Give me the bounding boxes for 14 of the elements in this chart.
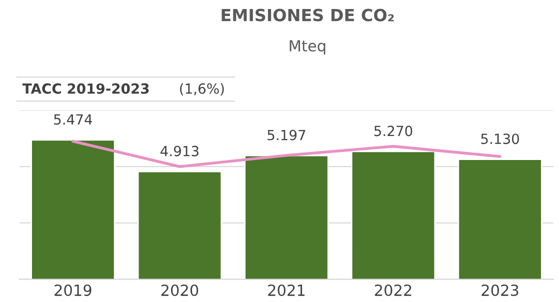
data-label: 5.270 <box>374 126 412 136</box>
x-tick-label: 2022 <box>374 284 412 296</box>
data-label: 4.913 <box>160 146 198 156</box>
text: (1,6%) <box>180 83 224 96</box>
text: TACC 2019-2023 <box>22 83 149 94</box>
x-tick-label: 2019 <box>54 284 92 296</box>
data-label: 5.474 <box>54 114 92 125</box>
chart-subtitle: Mteq <box>290 40 326 55</box>
data-label: 5.130 <box>481 134 519 144</box>
x-tick-label: 2021 <box>268 284 305 296</box>
data-label: 5.197 <box>268 130 306 140</box>
x-tick-label: 2020 <box>161 284 198 296</box>
chart-title: EMISIONES DE CO₂ <box>222 8 394 22</box>
x-tick-label: 2023 <box>482 284 518 296</box>
